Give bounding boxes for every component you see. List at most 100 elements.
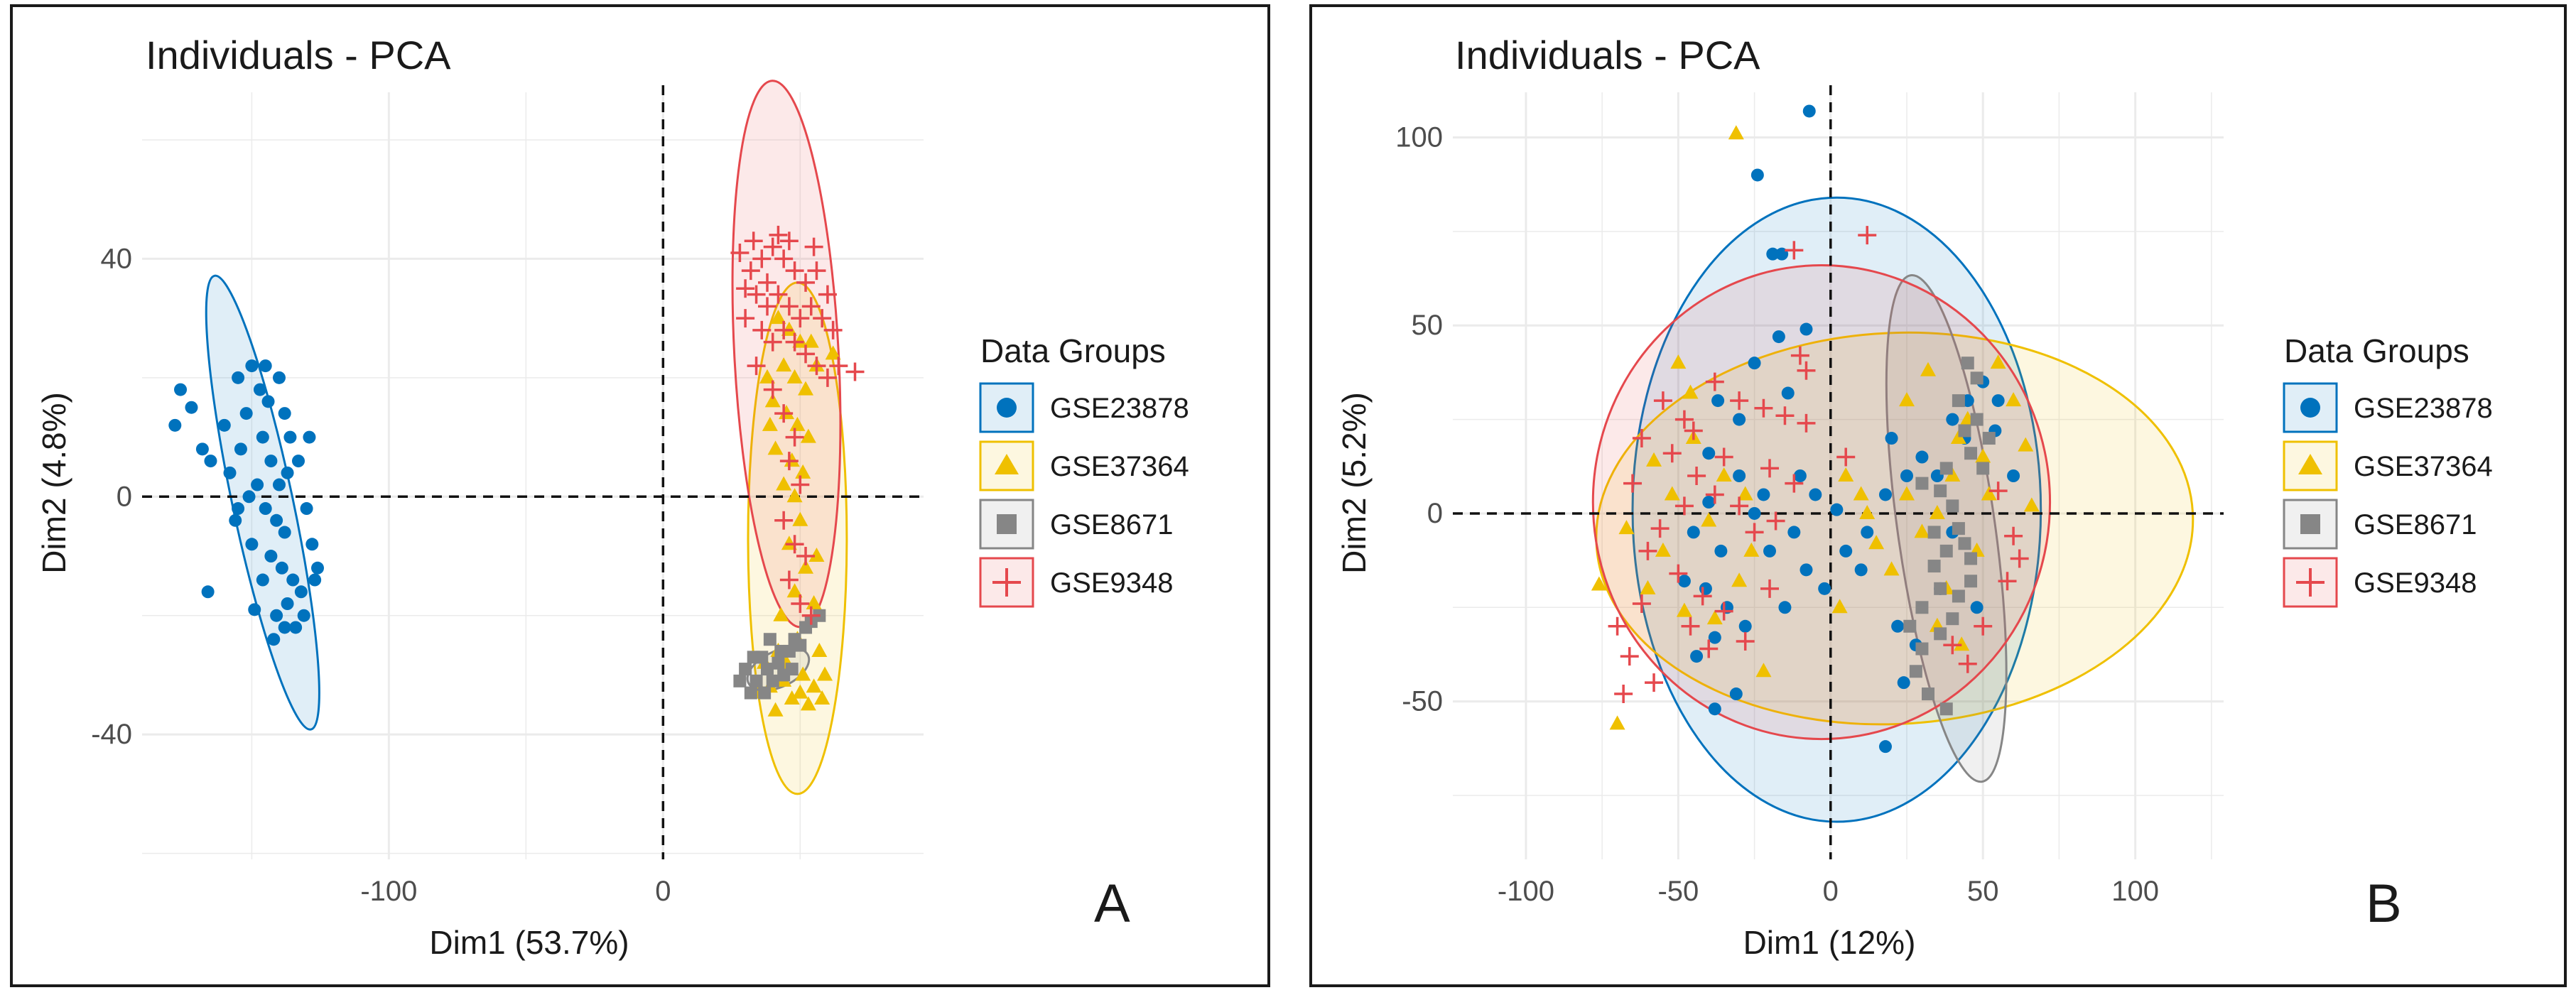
panel-b-point-gse23878: [1800, 563, 1813, 577]
panel-b-point-gse9348: [1674, 496, 1694, 516]
panel-b-point-gse8671: [1939, 462, 1953, 475]
panel-a-point-gse9348: [741, 261, 760, 281]
panel-b-point-gse9348: [1998, 572, 2017, 591]
panel-b-point-gse37364: [2006, 392, 2022, 407]
panel-a-point-gse23878: [281, 597, 294, 610]
panel-a-point-gse8671: [772, 656, 785, 670]
panel-b-point-gse37364: [1868, 535, 1885, 550]
panel-a: Individuals - PCA -40 0 40 -100 0 Dim1 (53.…: [10, 4, 1270, 987]
panel-a-x-tick-label: 0: [655, 876, 671, 907]
panel-a-legend-label: GSE37364: [1050, 451, 1189, 482]
panel-b-point-gse37364: [1755, 663, 1772, 678]
panel-a-point-gse37364: [786, 488, 803, 503]
filled-circle-icon: [997, 398, 1017, 418]
panel-b-point-gse23878: [1793, 469, 1807, 482]
panel-b-point-gse23878: [1897, 676, 1910, 690]
panel-a-point-gse37364: [759, 369, 775, 384]
panel-b-point-gse23878: [1702, 496, 1716, 509]
panel-a-point-gse8671: [758, 686, 772, 700]
panel-a-point-gse23878: [264, 550, 278, 563]
panel-a-point-gse23878: [281, 466, 294, 479]
panel-b-point-gse9348: [1730, 391, 1749, 410]
panel-a-x-tick-label: -100: [360, 876, 417, 907]
panel-b-point-gse9348: [1714, 602, 1733, 621]
panel-b-point-gse8671: [1958, 537, 1971, 550]
panel-b-point-gse8671: [1970, 413, 1984, 426]
panel-b-x-axis-label: Dim1 (12%): [1743, 924, 1916, 961]
panel-b-point-gse9348: [1620, 647, 1639, 666]
panel-a-x-axis-label: Dim1 (53.7%): [429, 924, 629, 961]
panel-a-point-gse23878: [174, 383, 188, 396]
panel-a-point-gse37364: [786, 369, 803, 384]
panel-b-point-gse23878: [1861, 526, 1874, 539]
panel-b-point-gse9348: [1645, 673, 1664, 692]
panel-b-point-gse8671: [1927, 560, 1941, 573]
panel-b-point-gse9348: [1705, 485, 1724, 504]
panel-a-point-gse23878: [248, 603, 261, 616]
panel-a-point-gse23878: [278, 621, 291, 634]
panel-a-point-gse9348: [758, 273, 776, 292]
panel-b-point-gse37364: [1728, 125, 1744, 140]
panel-b-point-gse23878: [1830, 503, 1844, 516]
panel-b-point-gse37364: [2023, 497, 2040, 512]
panel-a-point-gse9348: [791, 475, 810, 494]
panel-a-point-gse8671: [733, 674, 747, 687]
filled-triangle-icon: [2298, 454, 2322, 474]
panel-b-point-gse23878: [1885, 432, 1898, 445]
filled-triangle-icon: [995, 454, 1019, 474]
panel-b-point-gse37364: [1655, 542, 1671, 557]
panel-a-point-gse37364: [776, 476, 792, 491]
panel-b-y-tick-label: 50: [1412, 310, 1444, 341]
panel-a-point-gse37364: [814, 690, 830, 705]
panel-a-point-gse37364: [767, 702, 784, 717]
panel-a-point-gse37364: [806, 595, 822, 609]
panel-a-point-gse23878: [229, 513, 242, 527]
panel-b-ellipse-gse8671: [1885, 273, 2008, 783]
panel-b-point-gse23878: [1677, 575, 1691, 588]
panel-b-point-gse9348: [1662, 444, 1682, 463]
panel-a-point-gse9348: [807, 357, 826, 376]
panel-a-point-gse23878: [286, 573, 300, 587]
panel-b-point-gse23878: [1757, 488, 1770, 501]
panel-b-y-tick-label: 100: [1395, 122, 1443, 153]
panel-b-point-gse8671: [1976, 462, 1990, 475]
panel-a-point-gse23878: [264, 455, 278, 468]
filled-square-icon: [2300, 514, 2320, 534]
panel-b-point-gse8671: [1934, 582, 1947, 595]
panel-a-point-gse8671: [747, 651, 760, 664]
panel-b-point-gse23878: [1802, 104, 1816, 118]
panel-a-point-gse23878: [259, 359, 272, 373]
panel-a-point-gse9348: [829, 357, 848, 376]
panel-b-x-tick-label: -50: [1657, 876, 1699, 907]
panel-b-point-gse9348: [1974, 616, 1993, 636]
panel-a-point-gse37364: [795, 666, 811, 681]
panel-b-point-gse37364: [1609, 715, 1625, 730]
panel-a-point-gse9348: [785, 535, 804, 554]
panel-b-point-gse37364: [2018, 437, 2034, 452]
panel-a-point-gse23878: [259, 502, 272, 516]
panel-b-y-tick-label: 0: [1427, 498, 1443, 529]
panel-a-point-gse23878: [245, 538, 259, 551]
panel-a-point-gse37364: [781, 321, 797, 336]
panel-b-point-gse37364: [1737, 486, 1753, 501]
panel-b-point-gse9348: [1958, 654, 1977, 673]
panel-b-point-gse9348: [2004, 526, 2023, 545]
panel-a-legend: Data Groups GSE23878 GSE37364 GSE8671 GSE934…: [979, 332, 1189, 608]
panel-b-point-gse8671: [1939, 544, 1953, 558]
panel-b-point-gse9348: [1693, 587, 1712, 606]
panel-a-point-gse37364: [795, 464, 811, 479]
panel-a-point-gse23878: [294, 585, 308, 599]
panel-b-point-gse9348: [1674, 410, 1694, 429]
panel-b-point-gse9348: [1632, 429, 1651, 448]
panel-a-point-gse23878: [251, 478, 264, 491]
panel-b-point-gse8671: [1915, 477, 1929, 490]
panel-a-point-gse23878: [204, 455, 217, 468]
panel-b-point-gse8671: [1961, 357, 1974, 370]
panel-a-point-gse9348: [818, 368, 837, 387]
panel-b-point-gse23878: [1690, 650, 1704, 663]
panel-b-point-gse37364: [1954, 636, 1970, 651]
panel-a-point-gse37364: [792, 333, 808, 348]
panel-b-point-gse37364: [1831, 599, 1848, 614]
panel-a-point-gse8671: [749, 674, 763, 687]
panel-b-legend-item-gse9348: GSE9348: [2283, 557, 2477, 608]
